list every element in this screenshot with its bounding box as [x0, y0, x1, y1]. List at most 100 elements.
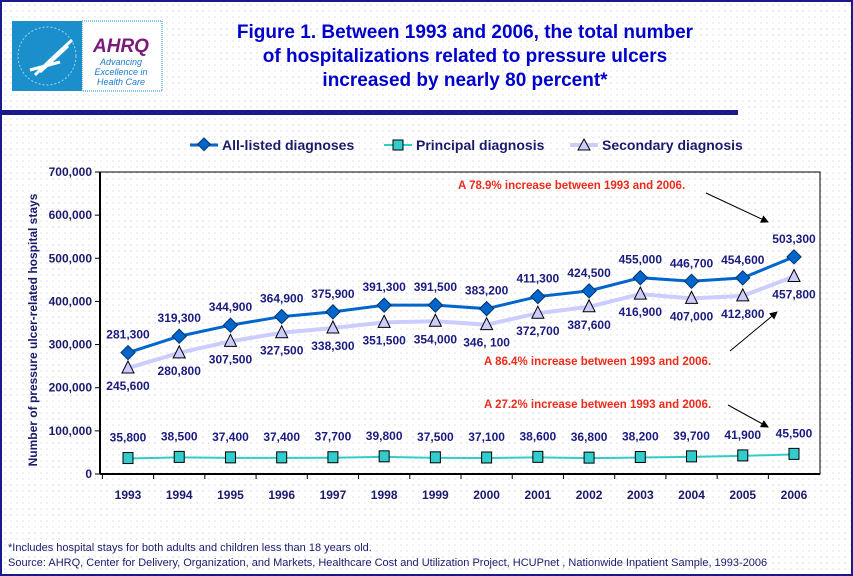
footnote: *Includes hospital stays for both adults… [8, 542, 372, 554]
data-label: 245,600 [106, 379, 150, 393]
data-label: 416,900 [619, 305, 663, 319]
data-point-secondary [735, 287, 750, 302]
data-point-secondary [377, 314, 391, 328]
data-label: 281,300 [106, 328, 150, 342]
annotation-secondary: A 86.4% increase between 1993 and 2006. [484, 356, 711, 368]
arrow-secondary [729, 311, 778, 352]
data-point-secondary [684, 290, 699, 304]
data-label: 327,500 [260, 344, 304, 358]
data-label: 38,600 [519, 429, 556, 443]
data-point-secondary [121, 359, 135, 374]
title-line-2: of hospitalizations related to pressure … [263, 46, 667, 67]
y-tick-label: 500,000 [49, 251, 93, 265]
y-tick-label: 600,000 [49, 208, 93, 222]
data-point-all-listed [273, 308, 290, 325]
data-point-secondary [326, 319, 340, 334]
source-note: Source: AHRQ, Center for Delivery, Organ… [8, 557, 767, 569]
data-point-principal [634, 451, 646, 464]
data-label: 38,500 [161, 429, 198, 443]
data-label: 407,000 [670, 309, 714, 323]
x-tick-label: 2006 [781, 488, 808, 502]
data-point-principal [583, 451, 595, 464]
data-point-principal [737, 449, 749, 462]
series-line-1 [127, 453, 795, 460]
data-label: 37,400 [263, 430, 300, 444]
data-point-principal [532, 450, 544, 463]
data-point-all-listed [120, 344, 136, 361]
data-point-all-listed [427, 297, 444, 313]
ahrq-wordmark: AHRQ [92, 36, 149, 57]
x-tick-label: 2003 [627, 488, 654, 502]
series-line-2 [127, 274, 795, 370]
y-axis-label: Number of pressure ulcer-related hospita… [26, 193, 40, 466]
x-tick-label: 1994 [166, 488, 193, 502]
data-point-principal [481, 451, 493, 464]
data-point-secondary [428, 313, 443, 327]
legend-square-icon [392, 139, 404, 151]
data-label: 280,800 [158, 364, 202, 378]
arrow-principal [727, 404, 769, 428]
data-label: 446,700 [670, 256, 714, 270]
data-point-principal [327, 451, 339, 464]
data-point-secondary [633, 286, 648, 300]
annotation-all-listed: A 78.9% increase between 1993 and 2006. [458, 180, 685, 192]
logo-tagline: Advancing [99, 57, 142, 67]
data-point-all-listed [581, 283, 597, 299]
y-tick-label: 700,000 [49, 165, 93, 179]
data-point-all-listed [478, 300, 495, 317]
data-label: 383,200 [465, 284, 509, 298]
annotation-principal: A 27.2% increase between 1993 and 2006. [484, 399, 711, 411]
data-point-secondary [223, 333, 238, 347]
arrow-all-listed [705, 192, 769, 223]
y-tick-label: 400,000 [49, 294, 93, 308]
data-point-all-listed [734, 270, 751, 286]
legend-principal: Principal diagnosis [416, 137, 545, 153]
legend-secondary: Secondary diagnosis [602, 137, 743, 153]
data-label: 319,300 [158, 311, 202, 325]
data-label: 36,800 [571, 430, 608, 444]
x-tick-label: 2000 [473, 488, 500, 502]
data-point-principal [224, 451, 236, 464]
svg-text:Health Care: Health Care [97, 77, 145, 87]
x-tick-label: 2005 [729, 488, 756, 502]
legend-diamond-icon [196, 137, 212, 152]
data-label: 391,500 [414, 280, 458, 294]
x-tick-label: 1999 [422, 488, 449, 502]
data-point-all-listed [786, 249, 802, 265]
data-label: 411,300 [516, 272, 559, 286]
legend-all-listed: All-listed diagnoses [222, 137, 354, 153]
data-point-secondary [172, 344, 187, 359]
y-tick-label: 200,000 [49, 381, 93, 395]
data-point-all-listed [376, 297, 392, 313]
data-label: 41,900 [724, 428, 761, 442]
x-tick-label: 1995 [217, 488, 244, 502]
data-label: 37,700 [315, 430, 352, 444]
title-rule [2, 110, 738, 115]
data-point-all-listed [632, 269, 649, 286]
data-label: 39,700 [673, 429, 710, 443]
ahrq-logo: AHRQ Advancing Excellence in Health Care [12, 20, 163, 92]
data-label: 307,500 [209, 352, 253, 366]
data-point-secondary [479, 316, 494, 331]
data-point-principal [378, 450, 390, 463]
data-point-principal [788, 447, 800, 460]
data-label: 39,800 [366, 429, 403, 443]
data-label: 375,900 [311, 287, 355, 301]
data-label: 346, 100 [463, 336, 510, 350]
data-label: 412,800 [721, 307, 765, 321]
x-tick-label: 1993 [115, 488, 142, 502]
x-tick-label: 1998 [371, 488, 398, 502]
x-tick-label: 2002 [576, 488, 603, 502]
data-point-all-listed [171, 328, 188, 345]
data-label: 37,100 [468, 430, 505, 444]
legend: All-listed diagnoses Principal diagnosis… [190, 137, 743, 153]
data-label: 457,800 [772, 287, 816, 301]
data-point-principal [276, 451, 288, 464]
data-point-all-listed [325, 304, 341, 320]
data-label: 391,300 [362, 280, 406, 294]
y-tick-label: 0 [85, 467, 92, 481]
data-label: 38,200 [622, 430, 659, 444]
x-tick-label: 2004 [678, 488, 705, 502]
data-point-principal [122, 452, 134, 465]
